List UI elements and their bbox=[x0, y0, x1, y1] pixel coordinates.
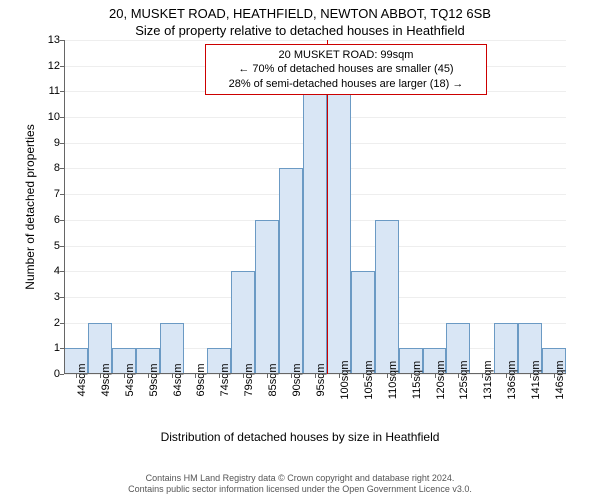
x-tick-label: 125sqm bbox=[458, 360, 470, 399]
x-tick-label: 69sqm bbox=[195, 363, 207, 396]
x-tick-label: 120sqm bbox=[435, 360, 447, 399]
x-tick-label: 105sqm bbox=[363, 360, 375, 399]
x-tick-label: 146sqm bbox=[554, 360, 566, 399]
x-tick-label: 115sqm bbox=[411, 361, 423, 399]
histogram-bar bbox=[279, 168, 303, 374]
x-tick-label: 64sqm bbox=[172, 363, 184, 396]
histogram-bar bbox=[375, 220, 399, 374]
x-axis-label: Distribution of detached houses by size … bbox=[0, 430, 600, 444]
x-tick-label: 131sqm bbox=[482, 360, 494, 399]
footer-line1: Contains HM Land Registry data © Crown c… bbox=[0, 473, 600, 485]
x-tick-label: 85sqm bbox=[267, 363, 279, 396]
x-tick-label: 110sqm bbox=[387, 361, 399, 399]
attribution-footer: Contains HM Land Registry data © Crown c… bbox=[0, 473, 600, 496]
figure: 20, MUSKET ROAD, HEATHFIELD, NEWTON ABBO… bbox=[0, 0, 600, 500]
x-tick-label: 141sqm bbox=[530, 360, 542, 399]
x-tick-label: 74sqm bbox=[219, 363, 231, 396]
annotation-line2: ← 70% of detached houses are smaller (45… bbox=[212, 62, 480, 76]
histogram-bar bbox=[255, 220, 279, 374]
histogram-bar bbox=[231, 271, 255, 374]
footer-line2: Contains public sector information licen… bbox=[0, 484, 600, 496]
x-tick-label: 136sqm bbox=[506, 360, 518, 399]
y-axis-label: Number of detached properties bbox=[23, 107, 37, 307]
annotation-box: 20 MUSKET ROAD: 99sqm ← 70% of detached … bbox=[205, 44, 487, 95]
title-main: 20, MUSKET ROAD, HEATHFIELD, NEWTON ABBO… bbox=[0, 0, 600, 21]
x-tick-label: 95sqm bbox=[315, 363, 327, 396]
x-tick-label: 79sqm bbox=[243, 363, 255, 396]
x-tick-label: 49sqm bbox=[100, 363, 112, 396]
x-tick-label: 44sqm bbox=[76, 363, 88, 396]
x-tick-label: 90sqm bbox=[291, 363, 303, 396]
histogram-bar bbox=[351, 271, 375, 374]
title-sub: Size of property relative to detached ho… bbox=[0, 21, 600, 38]
histogram-bar bbox=[327, 91, 351, 374]
annotation-line3: 28% of semi-detached houses are larger (… bbox=[212, 77, 480, 91]
annotation-line1: 20 MUSKET ROAD: 99sqm bbox=[212, 48, 480, 62]
x-tick-label: 54sqm bbox=[124, 363, 136, 396]
x-tick-label: 59sqm bbox=[148, 363, 160, 396]
histogram-bar bbox=[303, 91, 327, 374]
x-tick-label: 100sqm bbox=[339, 360, 351, 399]
